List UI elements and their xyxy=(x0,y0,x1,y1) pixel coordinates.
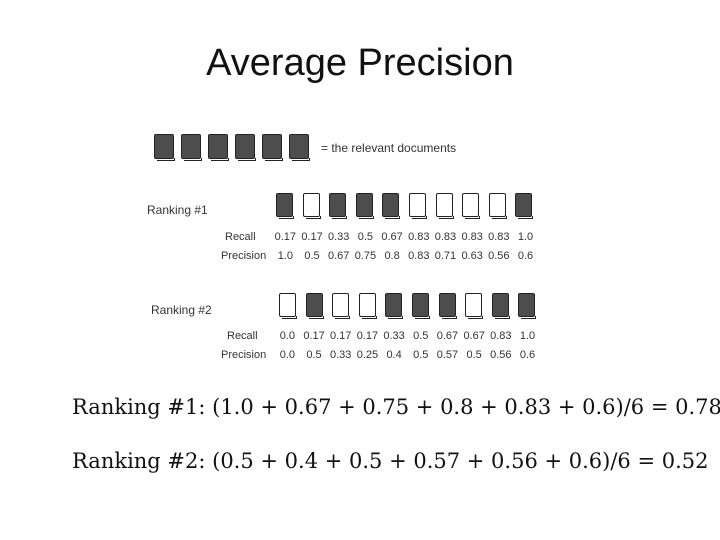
relevant-document-icon xyxy=(438,293,457,319)
relevant-document-icon xyxy=(355,193,374,219)
relevant-document-icon xyxy=(235,134,256,161)
recall-value: 0.83 xyxy=(408,231,430,243)
legend-relevant-documents xyxy=(154,134,316,161)
precision-value: 0.63 xyxy=(461,250,483,262)
nonrelevant-document-icon xyxy=(279,293,297,319)
relevant-document-icon xyxy=(276,193,294,219)
precision-value: 0.83 xyxy=(408,250,430,262)
relevant-document-icon xyxy=(491,293,510,319)
nonrelevant-document-icon xyxy=(302,193,321,219)
recall-value: 1.0 xyxy=(519,330,536,342)
precision-value: 0.71 xyxy=(434,250,457,262)
recall-value: 0.33 xyxy=(328,231,350,243)
ranking1-documents xyxy=(276,193,542,219)
relevant-document-icon xyxy=(411,293,430,319)
recall-value: 0.83 xyxy=(434,231,457,243)
legend-label: = the relevant documents xyxy=(321,141,457,155)
ranking2-label: Ranking #2 xyxy=(151,303,212,317)
nonrelevant-document-icon xyxy=(435,193,454,219)
recall-value: 0.83 xyxy=(488,231,510,243)
relevant-document-icon xyxy=(208,134,229,161)
recall-value: 0.5 xyxy=(413,330,429,342)
relevant-document-icon xyxy=(329,193,348,219)
recall-value: 0.67 xyxy=(436,330,459,342)
precision-value: 0.8 xyxy=(384,250,400,262)
relevant-document-icon xyxy=(154,134,175,161)
precision-value: 0.33 xyxy=(330,349,352,361)
ranking2-recall-label: Recall xyxy=(227,330,258,342)
recall-value: 0.33 xyxy=(383,330,405,342)
ranking2-recall-values: 0.0 0.17 0.17 0.17 0.33 0.5 0.67 0.67 0.83 1.0 xyxy=(274,330,541,342)
relevant-document-icon xyxy=(382,193,401,219)
precision-value: 0.67 xyxy=(328,250,350,262)
relevant-document-icon xyxy=(181,134,202,161)
recall-value: 1.0 xyxy=(517,231,534,243)
recall-value: 0.17 xyxy=(330,330,352,342)
ranking1-recall-values: 0.17 0.17 0.33 0.5 0.67 0.83 0.83 0.83 0.83 1.0 xyxy=(272,231,539,243)
relevant-document-icon xyxy=(385,293,404,319)
precision-value: 0.5 xyxy=(304,250,320,262)
precision-value: 0.6 xyxy=(519,349,536,361)
precision-value: 0.57 xyxy=(436,349,459,361)
precision-value: 0.56 xyxy=(490,349,512,361)
ranking1-recall-label: Recall xyxy=(225,231,256,243)
recall-value: 0.17 xyxy=(356,330,379,342)
relevant-document-icon xyxy=(289,134,310,161)
precision-value: 0.25 xyxy=(356,349,379,361)
ranking1-precision-values: 1.0 0.5 0.67 0.75 0.8 0.83 0.71 0.63 0.56 0.6 xyxy=(272,250,539,262)
precision-value: 0.5 xyxy=(466,349,482,361)
precision-value: 1.0 xyxy=(277,250,293,262)
recall-value: 0.17 xyxy=(274,231,297,243)
recall-value: 0.67 xyxy=(381,231,403,243)
nonrelevant-document-icon xyxy=(332,293,351,319)
precision-value: 0.5 xyxy=(306,349,322,361)
relevant-document-icon xyxy=(262,134,283,161)
recall-value: 0.5 xyxy=(357,231,374,243)
recall-value: 0.83 xyxy=(461,231,483,243)
ranking2-precision-values: 0.0 0.5 0.33 0.25 0.4 0.5 0.57 0.5 0.56 0.6 xyxy=(274,349,541,361)
recall-value: 0.0 xyxy=(279,330,295,342)
ranking2-formula: Ranking #2: (0.5 + 0.4 + 0.5 + 0.57 + 0.… xyxy=(72,449,709,473)
ranking2-precision-label: Precision xyxy=(221,349,267,361)
nonrelevant-document-icon xyxy=(358,293,377,319)
ranking1-precision-label: Precision xyxy=(221,250,267,262)
nonrelevant-document-icon xyxy=(465,293,484,319)
recall-value: 0.17 xyxy=(303,330,325,342)
ranking1-label: Ranking #1 xyxy=(147,203,208,217)
precision-value: 0.4 xyxy=(386,349,402,361)
ranking1-formula: Ranking #1: (1.0 + 0.67 + 0.75 + 0.8 + 0… xyxy=(72,395,720,419)
recall-value: 0.83 xyxy=(490,330,512,342)
precision-value: 0.6 xyxy=(517,250,534,262)
ranking2-documents xyxy=(279,293,545,319)
precision-value: 0.56 xyxy=(488,250,510,262)
precision-value: 0.75 xyxy=(354,250,377,262)
relevant-document-icon xyxy=(518,293,537,319)
recall-value: 0.67 xyxy=(463,330,485,342)
nonrelevant-document-icon xyxy=(462,193,481,219)
nonrelevant-document-icon xyxy=(408,193,427,219)
recall-value: 0.17 xyxy=(301,231,323,243)
relevant-document-icon xyxy=(515,193,534,219)
precision-value: 0.5 xyxy=(413,349,429,361)
precision-value: 0.0 xyxy=(279,349,295,361)
relevant-document-icon xyxy=(305,293,324,319)
slide-title: Average Precision xyxy=(206,42,514,84)
nonrelevant-document-icon xyxy=(488,193,507,219)
